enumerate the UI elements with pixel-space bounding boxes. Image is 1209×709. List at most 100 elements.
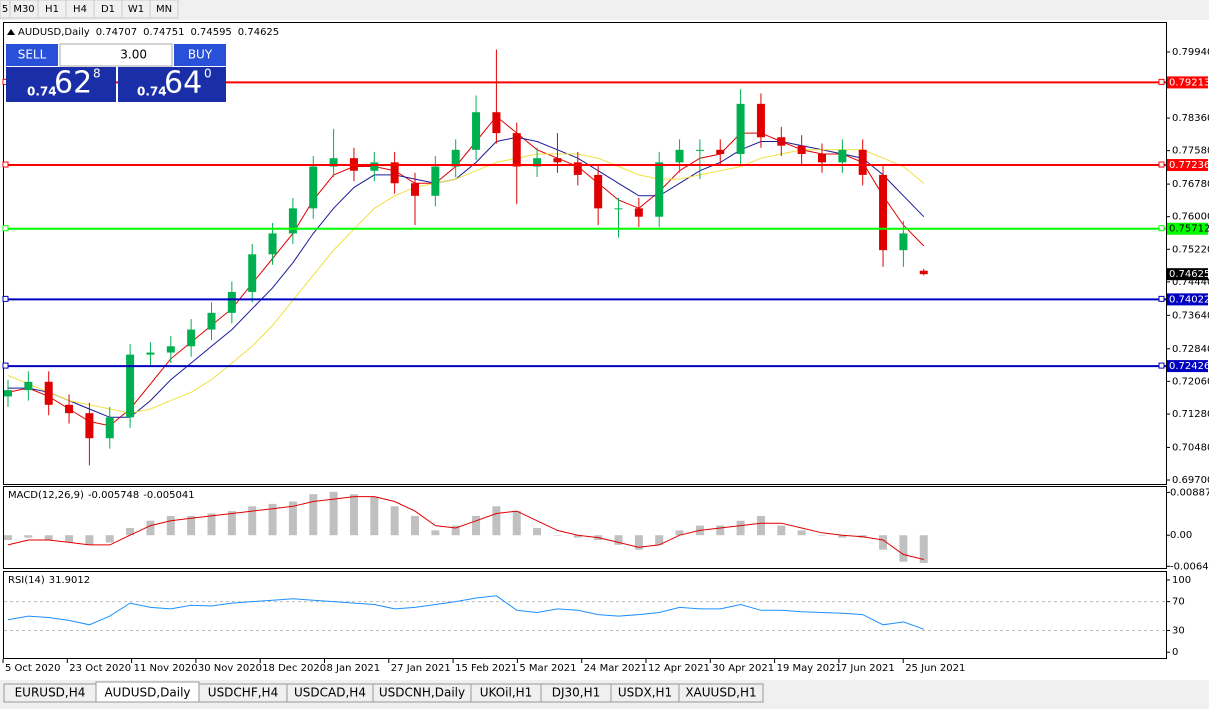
macd-bar	[675, 530, 684, 536]
level-label-bg	[1167, 222, 1208, 235]
date-label: 23 Oct 2020	[69, 663, 131, 674]
rsi-tick-label: 30	[1172, 626, 1185, 637]
lots-value: 3.00	[120, 48, 147, 62]
macd-bar	[105, 535, 114, 543]
macd-bar	[797, 530, 806, 536]
macd-bar	[248, 506, 257, 536]
candle-body	[24, 381, 33, 391]
macd-header: MACD(12,26,9) -0.005748 -0.005041	[8, 490, 195, 501]
macd-bar	[492, 506, 501, 536]
timeframe-label: MN	[156, 4, 172, 15]
symbol-tab-label: USDCHF,H4	[208, 686, 278, 700]
macd-bar	[85, 535, 94, 545]
chart-header: AUDUSD,Daily 0.74707 0.74751 0.74595 0.74625	[18, 27, 279, 38]
symbol-tab-label: USDX,H1	[618, 686, 672, 700]
level-label: 0.72426	[1169, 361, 1209, 372]
level-handle	[1158, 295, 1165, 302]
date-label: 5 Oct 2020	[5, 663, 60, 674]
symbol: AUDUSD,Daily	[18, 27, 90, 38]
buy-button[interactable]	[174, 44, 226, 66]
date-label: 5 Mar 2021	[519, 663, 576, 674]
macd-tick-label: 0.00	[1170, 530, 1192, 541]
macd-bar	[268, 503, 277, 536]
candle-body	[736, 103, 745, 154]
date-label: 25 Jun 2021	[905, 663, 965, 674]
candle-body	[858, 149, 867, 175]
macd-bar	[24, 535, 33, 538]
level-handle	[1158, 78, 1165, 85]
symbol-tab-label: XAUUSD,H1	[685, 686, 756, 700]
header-arrow	[7, 29, 15, 35]
macd-bar	[756, 515, 765, 536]
macd-bar	[207, 513, 216, 536]
moving-average	[7, 149, 925, 414]
candle-body	[634, 208, 643, 217]
macd-bar	[818, 535, 826, 536]
macd-bar	[533, 527, 542, 536]
buy-price-box[interactable]	[118, 67, 226, 102]
candle-body	[329, 158, 338, 167]
sell-button[interactable]	[6, 44, 58, 66]
rsi-header: RSI(14) 31.9012	[8, 575, 90, 586]
candle-body	[472, 112, 481, 150]
sell-price-pips: 62	[54, 66, 92, 101]
macd-bar	[390, 506, 399, 536]
candle-body	[451, 149, 460, 167]
level-label: 0.79213	[1169, 77, 1209, 88]
candle-body	[105, 417, 114, 439]
candle-body	[838, 149, 847, 163]
buy-price-pips: 64	[164, 66, 202, 101]
macd-bar	[736, 520, 745, 536]
macd-signal	[7, 496, 924, 560]
candle-body	[614, 208, 623, 210]
level-label-bg	[1167, 293, 1208, 306]
current-price-bg	[1167, 268, 1208, 281]
candle-body	[126, 354, 135, 418]
macd-bar	[573, 535, 582, 538]
candle-body	[512, 133, 521, 167]
current-price: 0.74625	[1169, 269, 1209, 280]
macd-bar	[838, 535, 847, 538]
symbol-tab[interactable]	[678, 683, 764, 703]
candle-body	[695, 149, 704, 151]
level-label: 0.74022	[1169, 294, 1209, 305]
symbol-tab-label: USDCAD,H4	[294, 686, 366, 700]
buy-price-point: 0	[204, 67, 212, 81]
lots-input[interactable]	[59, 43, 173, 67]
macd-bar	[126, 527, 135, 536]
candle-body	[248, 254, 257, 292]
candle-body	[675, 149, 684, 163]
timeframe-label: H1	[45, 4, 59, 15]
moving-average	[8, 136, 925, 418]
symbol-tab-label: USDCNH,Daily	[379, 686, 465, 700]
moving-average	[7, 115, 925, 427]
ohlc-open: 0.74707	[96, 27, 137, 38]
candle-body	[370, 162, 379, 171]
level-label-bg	[1167, 159, 1208, 172]
symbol-tab-label: UKOil,H1	[480, 686, 533, 700]
sell-price-box[interactable]	[6, 67, 116, 102]
timeframe-button[interactable]	[149, 0, 179, 19]
macd-bar	[431, 530, 440, 536]
date-label: 11 Nov 2020	[134, 663, 198, 674]
macd-title: MACD(12,26,9)	[8, 490, 84, 501]
candle-body	[756, 103, 765, 138]
rsi-title: RSI(14)	[8, 575, 45, 586]
symbol-tab-label: DJ30,H1	[552, 686, 601, 700]
ohlc-high: 0.74751	[143, 27, 184, 38]
symbol-tab-label: AUDUSD,Daily	[104, 686, 190, 700]
macd-bar	[329, 491, 338, 536]
macd-bar	[553, 535, 562, 536]
level-handle	[1158, 161, 1165, 168]
macd-bar	[288, 501, 297, 536]
candle-body	[187, 329, 196, 347]
date-label: 30 Nov 2020	[198, 663, 262, 674]
rsi-tick-label: 70	[1172, 597, 1185, 608]
